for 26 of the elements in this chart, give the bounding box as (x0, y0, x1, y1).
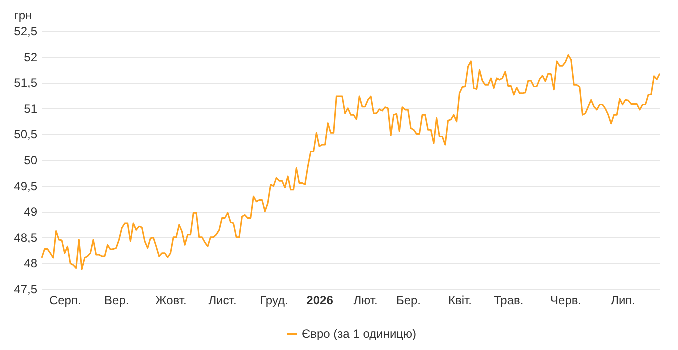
y-tick-label: 49 (24, 205, 38, 220)
y-tick-label: 51,5 (14, 76, 38, 90)
y-tick-label: 52,5 (14, 24, 38, 38)
x-tick-label: Трав. (494, 294, 524, 308)
y-tick-label: 49,5 (14, 179, 38, 194)
y-tick-label: 47,5 (14, 282, 38, 296)
y-axis-title: грн (14, 8, 32, 22)
x-tick-label: Квіт. (448, 294, 472, 308)
x-tick-label: Лют. (354, 294, 378, 308)
y-tick-label: 48 (24, 256, 38, 271)
x-tick-label: Лист. (208, 294, 237, 308)
line-series (41, 54, 661, 270)
y-tick-label: 51 (24, 102, 38, 116)
x-tick-label: Черв. (550, 294, 582, 308)
x-tick-label: Лип. (611, 294, 636, 308)
legend-label: Євро (за 1 одиницю) (302, 327, 417, 341)
y-tick-label: 50,5 (14, 128, 38, 142)
x-tick-label: Бер. (396, 294, 422, 308)
x-tick-label: Жовт. (156, 294, 187, 308)
y-tick-label: 50 (24, 154, 38, 168)
y-tick-label: 48,5 (14, 230, 38, 245)
x-tick-label: Вер. (104, 294, 130, 308)
x-tick-label: 2026 (306, 294, 334, 308)
x-tick-label: Груд. (260, 294, 288, 308)
y-tick-label: 52 (24, 50, 38, 64)
x-tick-label: Серп. (49, 294, 82, 308)
